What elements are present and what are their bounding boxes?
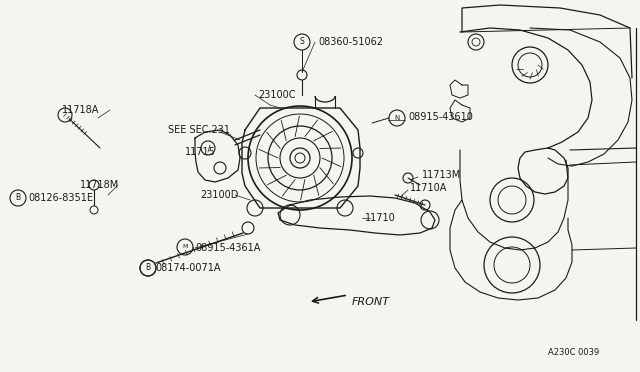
Text: 11718M: 11718M [80, 180, 119, 190]
Text: 11715: 11715 [185, 147, 216, 157]
Text: 08915-43610: 08915-43610 [408, 112, 473, 122]
Text: 11710A: 11710A [410, 183, 447, 193]
Text: 11710: 11710 [365, 213, 396, 223]
Text: 08360-51062: 08360-51062 [318, 37, 383, 47]
Text: 08126-8351E: 08126-8351E [28, 193, 93, 203]
Text: 11718A: 11718A [62, 105, 99, 115]
Text: A230C 0039: A230C 0039 [548, 348, 599, 357]
Text: S: S [300, 38, 305, 46]
Text: 08915-4361A: 08915-4361A [195, 243, 260, 253]
Text: 08174-0071A: 08174-0071A [155, 263, 221, 273]
Text: 11713M: 11713M [422, 170, 461, 180]
Text: 23100C: 23100C [258, 90, 296, 100]
Text: M: M [182, 244, 188, 250]
Text: SEE SEC.231: SEE SEC.231 [168, 125, 230, 135]
Text: N: N [394, 115, 399, 121]
Text: 23100D: 23100D [200, 190, 238, 200]
Text: B: B [15, 193, 20, 202]
Text: FRONT: FRONT [352, 297, 390, 307]
Text: B: B [145, 263, 150, 273]
